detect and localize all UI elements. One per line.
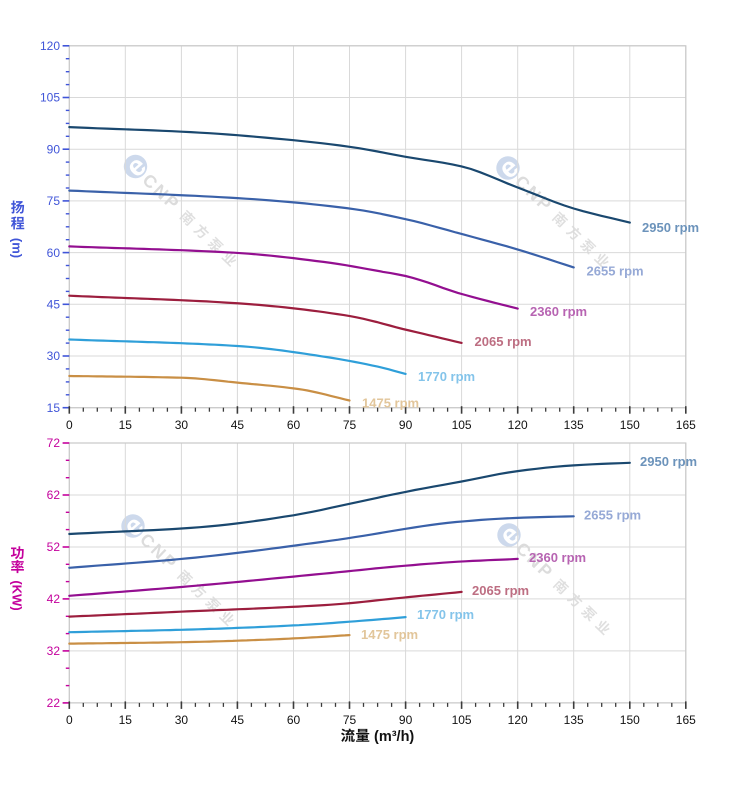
svg-text:135: 135 [564,418,584,432]
svg-text:120: 120 [508,418,528,432]
svg-text:2655 rpm: 2655 rpm [587,264,644,279]
svg-text:1475 rpm: 1475 rpm [362,396,419,411]
svg-text:105: 105 [452,418,472,432]
svg-text:90: 90 [399,418,413,432]
svg-text:165: 165 [676,418,696,432]
svg-text:52: 52 [47,540,61,554]
svg-text:2950 rpm: 2950 rpm [640,454,697,469]
svg-text:(m): (m) [10,238,25,258]
svg-text:2360 rpm: 2360 rpm [530,304,587,319]
svg-text:72: 72 [47,436,61,450]
svg-text:15: 15 [47,401,61,415]
svg-text:1475 rpm: 1475 rpm [361,627,418,642]
svg-text:(KW): (KW) [10,580,25,610]
svg-text:30: 30 [175,418,189,432]
svg-text:0: 0 [66,418,73,432]
svg-text:165: 165 [676,713,696,727]
svg-text:90: 90 [399,713,413,727]
svg-text:45: 45 [47,298,61,312]
svg-text:2065 rpm: 2065 rpm [472,583,529,598]
svg-text:105: 105 [40,91,60,105]
svg-text:1770 rpm: 1770 rpm [418,369,475,384]
svg-text:32: 32 [47,644,61,658]
svg-text:90: 90 [47,142,61,156]
svg-text:15: 15 [119,713,133,727]
svg-text:150: 150 [620,713,640,727]
svg-text:2950 rpm: 2950 rpm [642,220,699,235]
svg-text:1770 rpm: 1770 rpm [417,607,474,622]
svg-text:2655 rpm: 2655 rpm [584,508,641,523]
svg-text:60: 60 [47,246,61,260]
svg-text:22: 22 [47,696,61,710]
svg-text:45: 45 [231,418,245,432]
svg-text:75: 75 [47,194,61,208]
svg-text:120: 120 [508,713,528,727]
svg-text:75: 75 [343,418,357,432]
svg-text:(m³/h): (m³/h) [374,729,414,745]
svg-text:120: 120 [40,39,60,53]
svg-text:135: 135 [564,713,584,727]
svg-text:45: 45 [231,713,245,727]
svg-text:150: 150 [620,418,640,432]
svg-text:60: 60 [287,713,301,727]
svg-text:2065 rpm: 2065 rpm [475,334,532,349]
svg-text:30: 30 [47,349,61,363]
svg-text:105: 105 [452,713,472,727]
svg-text:62: 62 [47,488,61,502]
svg-text:15: 15 [119,418,133,432]
svg-text:60: 60 [287,418,301,432]
svg-text:0: 0 [66,713,73,727]
svg-text:30: 30 [175,713,189,727]
svg-text:75: 75 [343,713,357,727]
svg-text:2360 rpm: 2360 rpm [529,550,586,565]
svg-text:42: 42 [47,592,61,606]
